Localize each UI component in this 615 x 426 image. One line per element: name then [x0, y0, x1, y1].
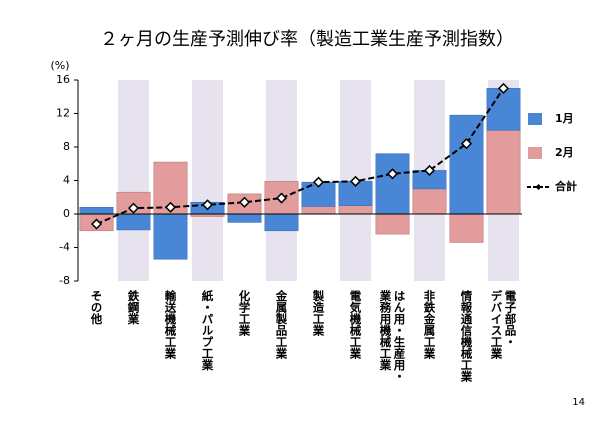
- legend-swatch: [528, 147, 542, 159]
- x-tick-label: 情報通信機械工業: [460, 289, 474, 383]
- total-marker: [386, 168, 399, 180]
- legend-label: 2月: [555, 146, 574, 159]
- total-marker: [90, 218, 103, 230]
- bar: [486, 88, 521, 131]
- total-marker: [127, 202, 140, 214]
- band-shade: [192, 80, 223, 281]
- x-tick-label: 業務用機械工業: [379, 289, 393, 371]
- legend-label: 1月: [555, 112, 574, 125]
- x-tick-label: 非鉄金属工業: [423, 289, 437, 360]
- x-tick-label: その他: [90, 290, 104, 325]
- total-marker: [238, 196, 251, 208]
- x-tick-label: デバイス工業: [490, 289, 504, 360]
- y-tick-label: -4: [59, 241, 70, 254]
- total-marker: [312, 176, 325, 188]
- x-tick-label: 電気機械工業: [349, 290, 363, 360]
- band-shade: [266, 80, 297, 281]
- total-line: [96, 87, 505, 225]
- bar: [116, 213, 151, 231]
- x-tick-label: 電子部品・: [504, 290, 518, 348]
- legend-swatch: [528, 113, 542, 125]
- total-marker: [460, 138, 473, 150]
- total-marker: [349, 175, 362, 187]
- page-number: 14: [572, 397, 585, 408]
- x-tick-label: 輸送機械工業: [164, 289, 178, 360]
- bar: [301, 206, 336, 215]
- total-marker: [275, 192, 288, 204]
- total-marker: [201, 199, 214, 211]
- bar: [153, 213, 188, 260]
- legend-marker: [535, 184, 542, 190]
- y-tick-label: -8: [59, 274, 70, 287]
- y-tick-label: 4: [63, 174, 70, 187]
- bar: [375, 153, 410, 215]
- bar: [79, 207, 114, 215]
- x-tick-label: はん用・生産用・: [393, 290, 407, 382]
- y-tick-label: 0: [63, 207, 70, 220]
- total-marker: [423, 164, 436, 177]
- y-tick-label: 16: [56, 73, 70, 86]
- bar: [227, 213, 262, 223]
- bar: [486, 129, 521, 215]
- bar: [375, 213, 410, 235]
- total-marker: [497, 82, 510, 94]
- x-tick-label: 鉄鋼業: [127, 289, 141, 325]
- chart-title: ２ヶ月の生産予測伸び率（製造工業生産予測指数）: [100, 29, 514, 50]
- bar: [449, 114, 484, 215]
- x-tick-label: 化学工業: [238, 289, 252, 337]
- bar: [338, 205, 373, 215]
- legend-label: 合計: [555, 179, 577, 193]
- total-marker: [164, 201, 177, 213]
- x-tick-label: 金属製品工業: [275, 289, 289, 360]
- band-shade: [118, 80, 149, 281]
- y-tick-label: 12: [56, 107, 70, 120]
- bar: [449, 213, 484, 243]
- bar: [412, 188, 447, 215]
- y-unit: (%): [50, 59, 69, 72]
- y-tick-label: 8: [63, 140, 70, 153]
- x-tick-label: 製造工業: [312, 289, 326, 337]
- bar: [264, 213, 299, 232]
- x-tick-label: 紙・パルプ工業: [201, 289, 215, 371]
